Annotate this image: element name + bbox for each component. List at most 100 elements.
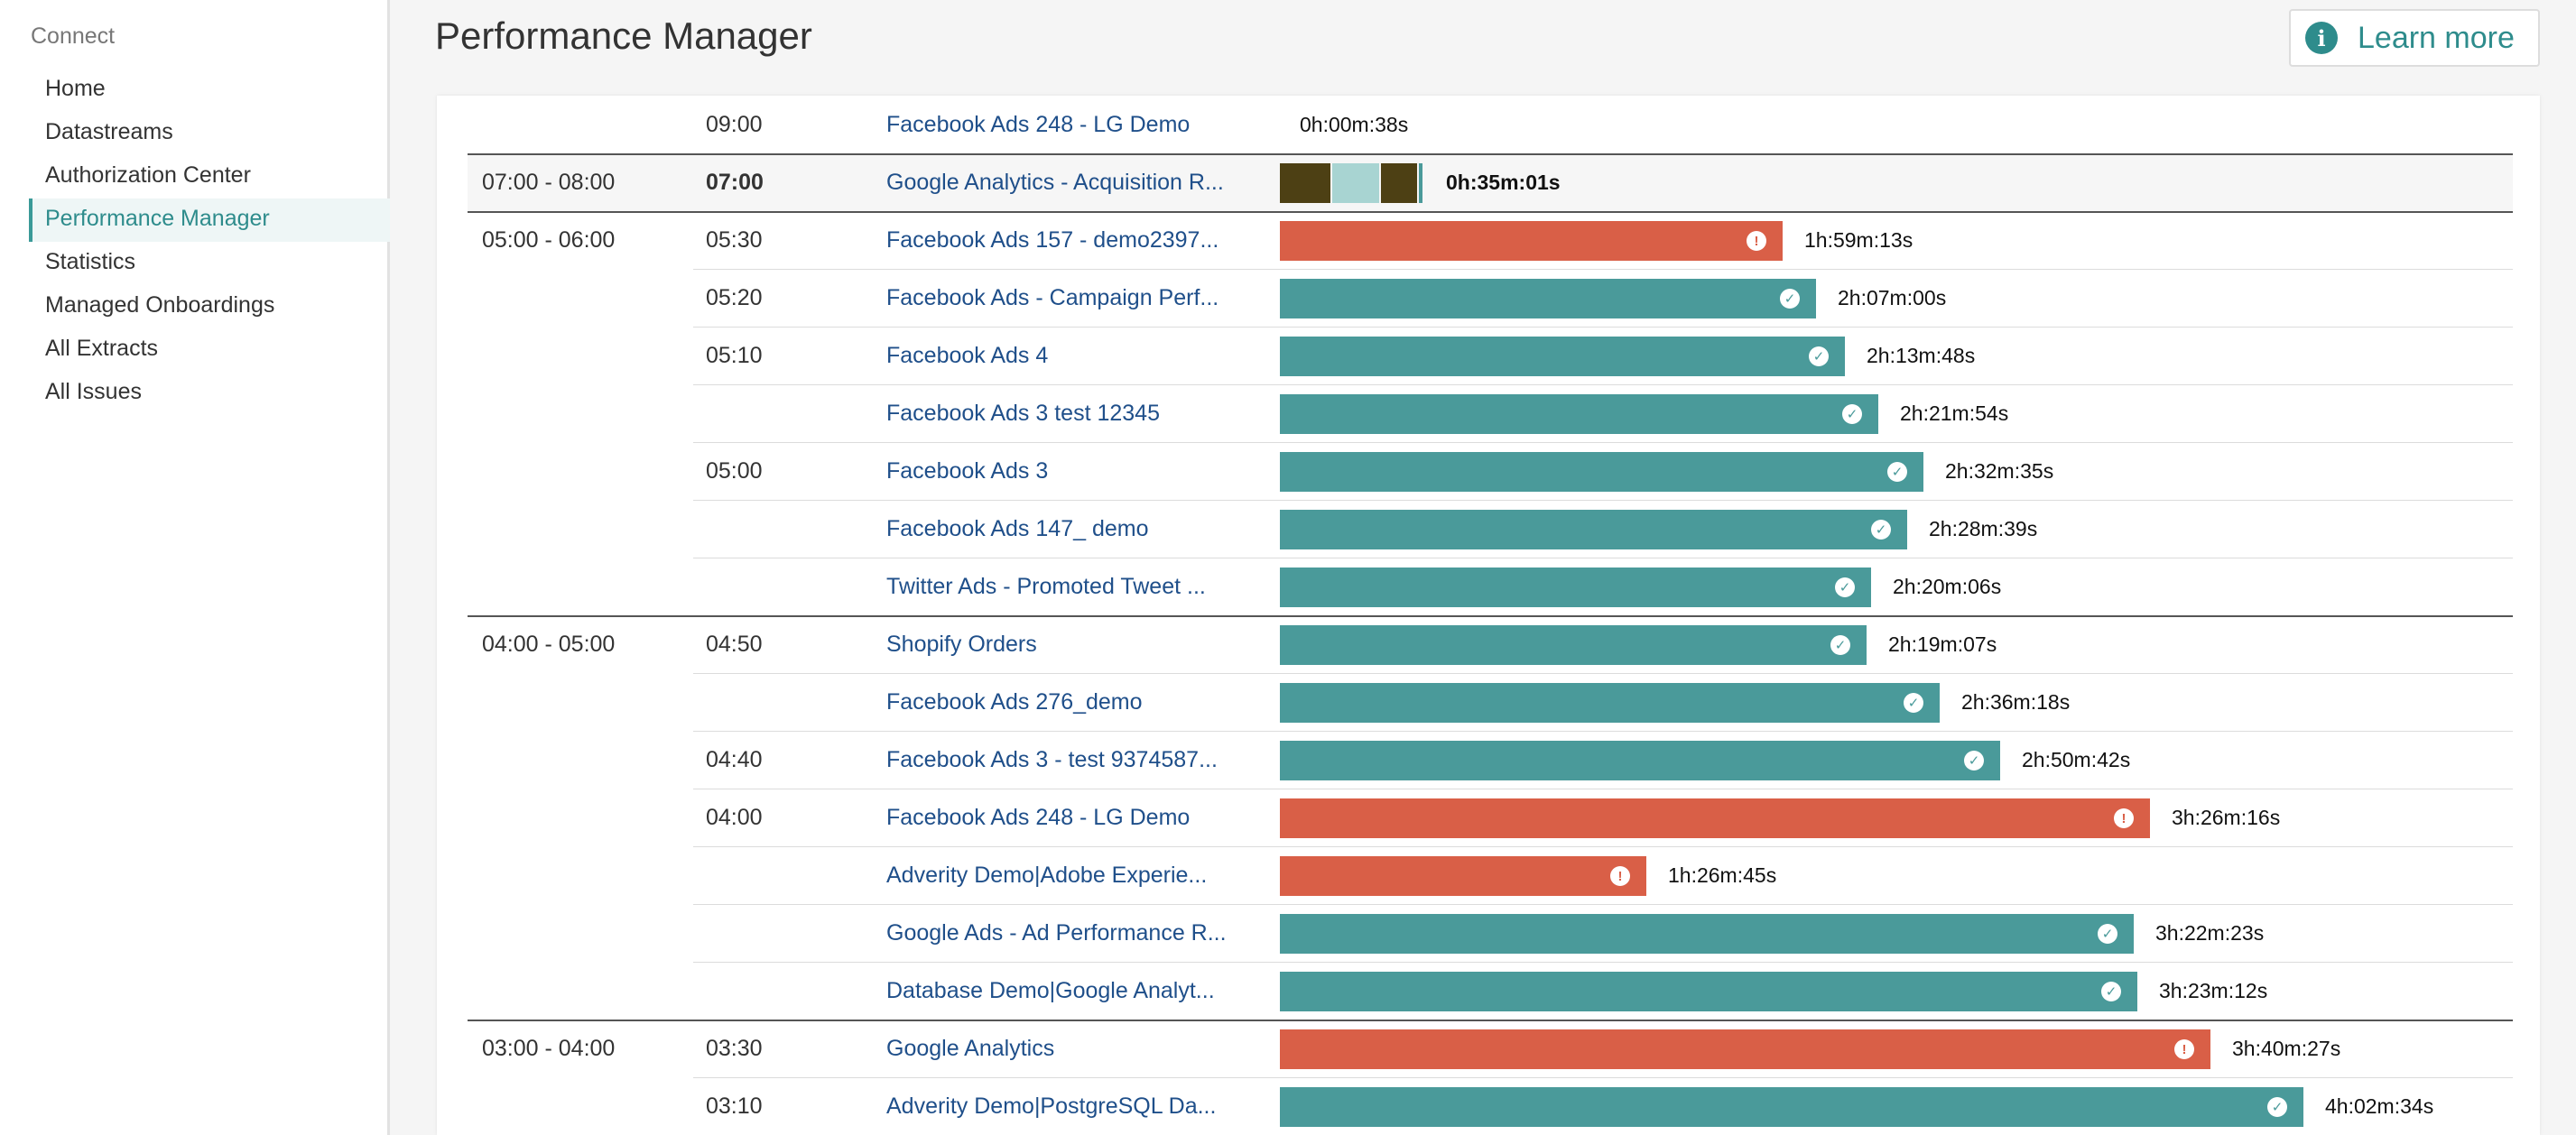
duration-bar-track: ✓ 2h:20m:06s [1280,558,2513,615]
duration-bar-track: ✓ 4h:02m:34s [1280,1077,2513,1135]
duration-bar-success[interactable]: ✓ [1280,1087,2303,1127]
table-row: 05:00 Facebook Ads 3 ✓ 2h:32m:35s [468,442,2513,500]
sidebar-item-authorization-center[interactable]: Authorization Center [45,162,251,188]
datastream-link[interactable]: Google Analytics [886,1036,1055,1061]
datastream-link[interactable]: Twitter Ads - Promoted Tweet ... [886,574,1206,599]
error-icon: ! [2114,808,2134,828]
duration-label: 3h:40m:27s [2232,1037,2341,1060]
check-icon: ✓ [1904,693,1923,713]
sidebar-item-all-issues[interactable]: All Issues [45,379,142,404]
duration-label: 4h:02m:34s [2325,1094,2434,1118]
datastream-link[interactable]: Google Analytics - Acquisition R... [886,170,1224,195]
datastream-link[interactable]: Google Ads - Ad Performance R... [886,920,1226,946]
scheduled-time: 04:00 [706,805,763,830]
duration-bar-track: ✓ 3h:22m:23s [1280,904,2513,962]
duration-bar-track: ! 1h:26m:45s [1280,846,2513,904]
duration-label: 3h:22m:23s [2155,921,2265,945]
datastream-link[interactable]: Facebook Ads 3 test 12345 [886,401,1160,426]
check-icon: ✓ [1964,751,1984,771]
duration-label: 1h:26m:45s [1668,863,1777,887]
hour-range: 04:00 - 05:00 [482,632,616,657]
learn-more-label: Learn more [2358,20,2515,55]
run-segment[interactable] [1280,163,1330,203]
check-icon: ✓ [1842,404,1862,424]
sidebar-item-managed-onboardings[interactable]: Managed Onboardings [45,292,275,318]
duration-bar-track: ! 3h:26m:16s [1280,789,2513,846]
table-row: 05:10 Facebook Ads 4 ✓ 2h:13m:48s [468,327,2513,384]
run-segment[interactable] [1381,163,1417,203]
duration-bar-track: ! 3h:40m:27s [1280,1020,2513,1077]
sidebar-item-all-extracts[interactable]: All Extracts [45,336,159,361]
page-title: Performance Manager [435,14,812,57]
table-row: 07:00 - 08:00 07:00 Google Analytics - Acq… [468,153,2513,211]
performance-panel: 09:00 Facebook Ads 248 - LG Demo 0h:00m:38… [437,96,2540,1135]
learn-more-button[interactable]: i Learn more [2289,9,2540,67]
duration-bar-success[interactable]: ✓ [1280,510,1907,549]
hour-range: 07:00 - 08:00 [482,170,616,195]
datastream-link[interactable]: Facebook Ads 4 [886,343,1049,368]
info-icon: i [2305,22,2338,54]
scheduled-time: 03:10 [706,1093,763,1119]
duration-bar-success[interactable]: ✓ [1280,914,2134,954]
duration-bar-success[interactable]: ✓ [1280,683,1940,723]
duration-bar-success[interactable]: ✓ [1280,972,2137,1011]
duration-bar-track: ✓ 2h:36m:18s [1280,673,2513,731]
run-segment[interactable] [1332,163,1379,203]
duration-bar-track: ✓ 2h:28m:39s [1280,500,2513,558]
datastream-link[interactable]: Database Demo|Google Analyt... [886,978,1215,1003]
duration-label: 2h:21m:54s [1900,401,2009,425]
duration-bar-success[interactable]: ✓ [1280,452,1923,492]
duration-bar-error[interactable]: ! [1280,221,1783,261]
datastream-link[interactable]: Facebook Ads 276_demo [886,689,1143,715]
duration-bar-track: ✓ 2h:50m:42s [1280,731,2513,789]
sidebar-nav: Home Datastreams Authorization Center Perfo… [29,69,390,415]
table-row: Facebook Ads 276_demo ✓ 2h:36m:18s [468,673,2513,731]
duration-bar-error[interactable]: ! [1280,1029,2210,1069]
check-icon: ✓ [1780,289,1800,309]
duration-label: 2h:32m:35s [1945,459,2054,483]
datastream-link[interactable]: Adverity Demo|Adobe Experie... [886,863,1208,888]
duration-label: 3h:23m:12s [2159,979,2268,1002]
duration-bar-track: ✓ 2h:32m:35s [1280,442,2513,500]
duration-bar-success[interactable]: ✓ [1280,337,1845,376]
datastream-link[interactable]: Facebook Ads 3 - test 9374587... [886,747,1218,772]
table-row: Twitter Ads - Promoted Tweet ... ✓ 2h:20m:… [468,558,2513,615]
scheduled-time: 04:50 [706,632,763,657]
hour-range: 03:00 - 04:00 [482,1036,616,1061]
duration-bar-track: ✓ 2h:21m:54s [1280,384,2513,442]
duration-bar-success[interactable]: ✓ [1280,279,1816,318]
datastream-link[interactable]: Facebook Ads 3 [886,458,1049,484]
check-icon: ✓ [1809,346,1829,366]
datastream-link[interactable]: Shopify Orders [886,632,1037,657]
table-row: Database Demo|Google Analyt... ✓ 3h:23m:12… [468,962,2513,1020]
sidebar-item-datastreams[interactable]: Datastreams [45,119,173,144]
datastream-link[interactable]: Facebook Ads 147_ demo [886,516,1149,541]
datastream-link[interactable]: Facebook Ads 248 - LG Demo [886,112,1191,137]
duration-bar-success[interactable]: ✓ [1280,394,1878,434]
duration-label: 3h:26m:16s [2172,806,2281,829]
duration-bar-track: ✓ 2h:07m:00s [1280,269,2513,327]
datastream-link[interactable]: Adverity Demo|PostgreSQL Da... [886,1093,1217,1119]
duration-bar-track: 0h:35m:01s [1280,153,2513,211]
datastream-link[interactable]: Facebook Ads - Campaign Perf... [886,285,1219,310]
duration-bar-error[interactable]: ! [1280,856,1646,896]
duration-label: 2h:50m:42s [2022,748,2131,771]
scheduled-time: 04:40 [706,747,763,772]
sidebar-item-statistics[interactable]: Statistics [45,249,136,274]
run-segment[interactable] [1419,163,1422,203]
datastream-link[interactable]: Facebook Ads 157 - demo2397... [886,227,1219,253]
sidebar-item-home[interactable]: Home [45,76,106,101]
sidebar-item-performance-manager[interactable]: Performance Manager [29,198,390,242]
duration-bar-success[interactable]: ✓ [1280,625,1867,665]
scheduled-time: 05:20 [706,285,763,310]
datastream-link[interactable]: Facebook Ads 248 - LG Demo [886,805,1191,830]
duration-bar-success[interactable]: ✓ [1280,741,2000,780]
duration-label: 2h:19m:07s [1888,632,1997,656]
duration-bar-error[interactable]: ! [1280,798,2150,838]
scheduled-time: 03:30 [706,1036,763,1061]
duration-bar-success[interactable]: ✓ [1280,568,1871,607]
duration-label: 2h:20m:06s [1893,575,2002,598]
check-icon: ✓ [1830,635,1850,655]
scheduled-time: 07:00 [706,170,764,195]
scheduled-time: 09:00 [706,112,763,137]
